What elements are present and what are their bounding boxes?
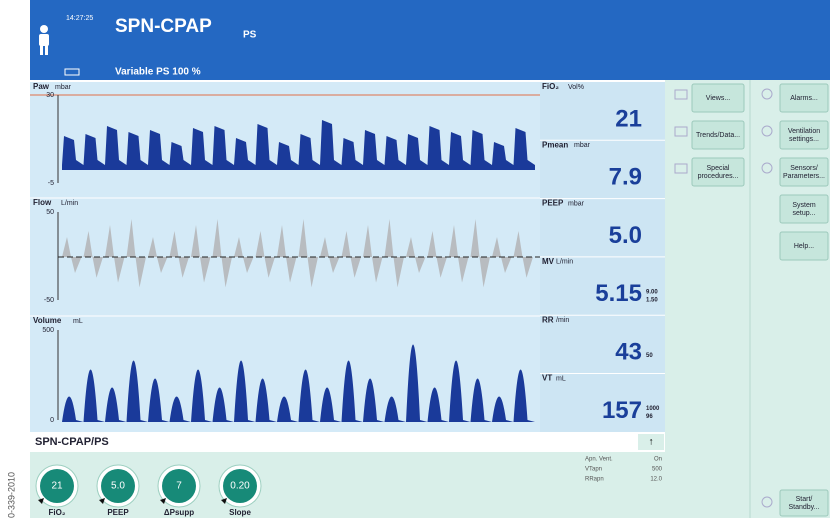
menu-button-label: Ventilation settings... — [788, 128, 820, 143]
menu-button-label: Alarms... — [790, 95, 818, 102]
menu-icon — [674, 163, 688, 174]
knob-pointer — [160, 498, 166, 504]
param-limit: 50 — [646, 353, 653, 359]
flow-wave — [62, 219, 533, 288]
pressure-wave — [62, 120, 535, 170]
knob-value: 0.20 — [230, 481, 250, 492]
menu-button-label: Trends/Data... — [696, 132, 740, 139]
knob-value: 5.0 — [111, 481, 125, 492]
param-limit: 96 — [646, 414, 653, 420]
axis-max: 500 — [42, 327, 54, 334]
menu-panel — [665, 80, 830, 518]
menu-button[interactable] — [691, 83, 745, 113]
apnea-label: Apn. Vent. — [585, 457, 613, 463]
footer-mode: SPN-CPAP/PS — [35, 436, 109, 448]
standby-button[interactable] — [779, 489, 829, 517]
menu-icon — [674, 89, 688, 100]
wave-label: Flow — [33, 198, 52, 207]
menu-button[interactable] — [779, 231, 829, 261]
mode: SPN-CPAP — [115, 16, 212, 37]
knob-label: ΔPsupp — [164, 508, 194, 517]
knob-value: 7 — [176, 481, 182, 492]
menu-button[interactable] — [779, 120, 829, 150]
menu-button-label: Views... — [706, 95, 730, 102]
patient-icon — [39, 25, 49, 55]
param-value: 157 — [602, 397, 642, 424]
menu-icon — [674, 126, 688, 137]
wave-unit: mbar — [55, 84, 72, 91]
axis-max: 50 — [46, 209, 54, 216]
param-unit: mbar — [568, 200, 585, 207]
menu-button-label: Help... — [794, 243, 814, 250]
menu-icon — [761, 162, 773, 174]
knob[interactable] — [223, 469, 257, 503]
axis-min: -50 — [44, 297, 54, 304]
knob-label: Slope — [229, 508, 251, 517]
battery-icon — [64, 68, 80, 76]
axis-min: -5 — [48, 180, 54, 187]
param-unit: Vol% — [568, 84, 584, 91]
knob[interactable] — [162, 469, 196, 503]
wave-unit: L/min — [61, 200, 78, 207]
menu-button-label: System setup... — [792, 202, 816, 217]
wave-label: Volume — [33, 316, 62, 325]
clock: 14:27:25 — [66, 15, 93, 22]
param-label: VT — [542, 374, 552, 383]
wave-label: Paw — [33, 82, 50, 91]
param-limit: 1.50 — [646, 297, 658, 303]
param-limit: 1000 — [646, 406, 660, 412]
apnea-label: RRapn — [585, 477, 604, 483]
mode-bar — [30, 432, 665, 452]
standby-button-label: Start/Standby... — [788, 496, 819, 511]
knob-label: PEEP — [107, 508, 129, 517]
axis-max: 30 — [46, 92, 54, 99]
header-bar — [30, 0, 830, 80]
param-value: 5.0 — [609, 222, 642, 249]
param-label: FiO₂ — [542, 82, 559, 91]
apnea-label: VTapn — [585, 467, 602, 473]
param-value: 7.9 — [609, 164, 642, 191]
side-label: 0-339-2010 — [6, 472, 16, 518]
subtitle: Variable PS 100 % — [115, 67, 201, 78]
param-value: 43 — [615, 339, 642, 366]
axis-min: 0 — [50, 417, 54, 424]
knob-pointer — [38, 498, 44, 504]
param-unit: mbar — [574, 142, 591, 149]
param-label: MV — [542, 257, 555, 266]
menu-icon — [761, 125, 773, 137]
param-label: RR — [542, 315, 554, 324]
expand-arrow: ↑ — [649, 437, 654, 448]
apnea-value: 12.0 — [650, 477, 662, 483]
param-unit: mL — [556, 375, 566, 382]
knob-label: FiO₂ — [49, 508, 66, 517]
param-limit: 9.00 — [646, 289, 658, 295]
menu-button-label: Special procedures... — [698, 165, 739, 180]
param-label: Pmean — [542, 140, 568, 149]
menu-button[interactable] — [779, 157, 829, 187]
param-label: PEEP — [542, 199, 564, 208]
apnea-value: On — [654, 457, 662, 463]
param-value: 21 — [615, 105, 642, 132]
menu-button[interactable] — [779, 83, 829, 113]
param-unit: L/min — [556, 259, 573, 266]
menu-button[interactable] — [779, 194, 829, 224]
standby-icon — [761, 496, 773, 508]
submode: PS — [243, 30, 257, 41]
volume-wave — [62, 344, 535, 422]
knob-value: 21 — [51, 481, 63, 492]
knob[interactable] — [101, 469, 135, 503]
knob[interactable] — [40, 469, 74, 503]
menu-button[interactable] — [691, 157, 745, 187]
apnea-value: 500 — [652, 467, 663, 473]
knob-pointer — [221, 498, 227, 504]
menu-button-label: Sensors/Parameters... — [783, 165, 825, 180]
menu-icon — [761, 88, 773, 100]
expand-button[interactable] — [638, 434, 664, 450]
param-unit: /min — [556, 317, 569, 324]
knob-pointer — [99, 498, 105, 504]
menu-button[interactable] — [691, 120, 745, 150]
param-value: 5.15 — [595, 280, 642, 307]
wave-unit: mL — [73, 318, 83, 325]
